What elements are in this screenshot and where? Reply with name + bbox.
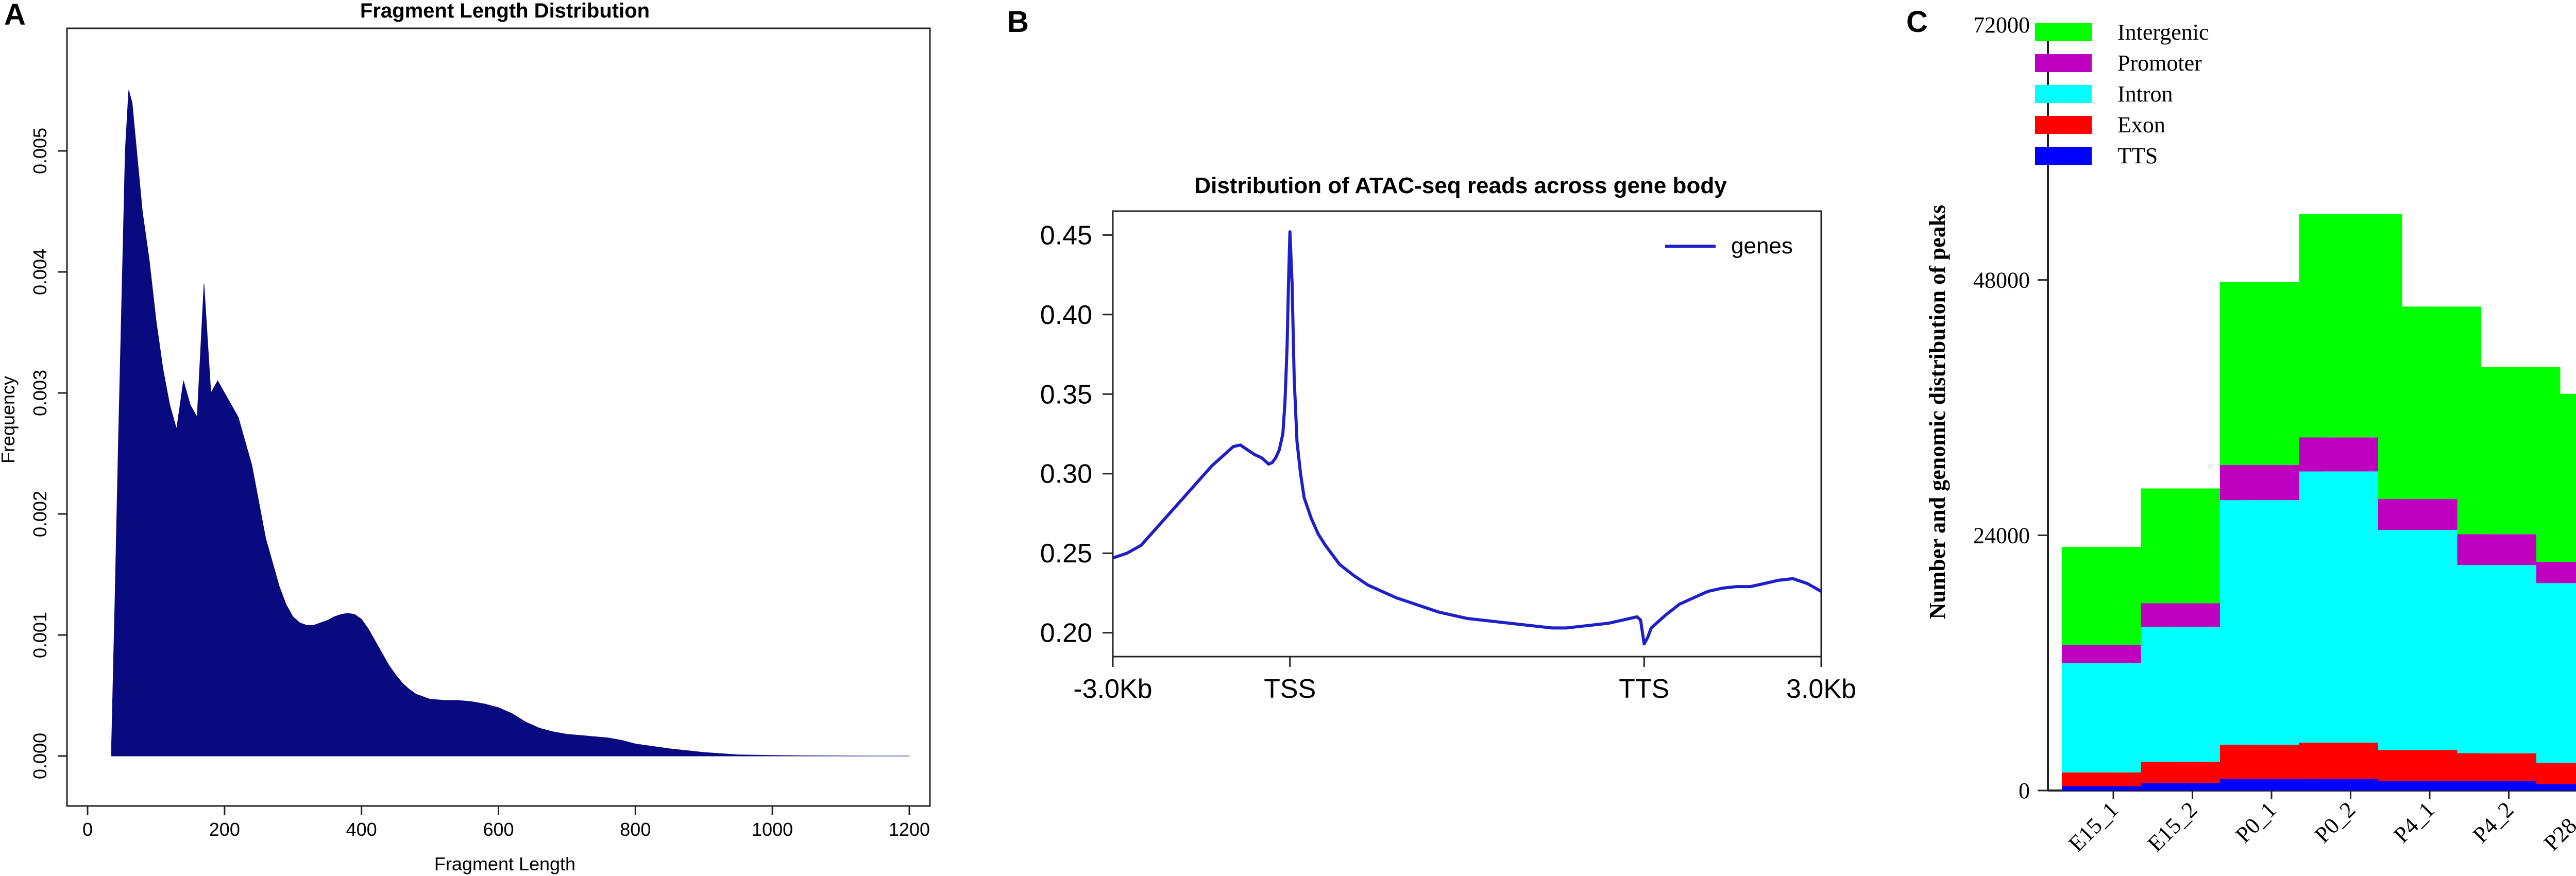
bar-segment-tts [2062,786,2165,791]
chart-b-ytick-label: 0.20 [1040,619,1092,648]
chart-a-ytick-label: 0.004 [29,249,50,295]
chart-b-frame [1112,210,1822,658]
chart-c-ylabel: Number and genomic distribution of peaks [1925,205,1950,620]
panel-a-fragment-length-chart: Fragment Length Distribution 0 200 400 600 8… [0,0,931,874]
legend-swatch-intergenic [2035,23,2092,41]
chart-b-ytick-label: 0.45 [1040,220,1092,250]
chart-c-ytick-label: 48000 [1973,268,2030,293]
chart-c-legend: Intergenic Promoter Intron Exon TTS [2035,20,2209,168]
chart-b-xtick-label: 3.0Kb [1786,674,1856,704]
legend-label-exon: Exon [2117,112,2165,138]
bar-segment-tts [2457,781,2561,791]
chart-a-xtick-label: 200 [209,819,240,840]
chart-b-axes: -3.0Kb TSS TTS 3.0Kb 0.20 0.25 0.30 0.35 0.40 0.4… [1040,220,1856,704]
bar-segment-exon [2536,763,2576,784]
chart-c-xtick-label: P0_2 [2310,797,2361,848]
bar-segment-promoter [2536,561,2576,583]
legend-label-genes: genes [1731,233,1793,259]
chart-a-xtick-label: 600 [483,819,514,840]
legend-label-tts: TTS [2117,143,2158,168]
panel-label-a: A [4,0,26,31]
chart-c-ytick-label: 72000 [1973,12,2030,38]
chart-a-xtick-label: 400 [346,819,377,840]
chart-c-xtick-label: P4_1 [2388,797,2439,848]
chart-b-legend: genes [1665,233,1793,259]
legend-label-intergenic: Intergenic [2117,20,2209,45]
chart-a-xtick-label: 0 [82,819,93,840]
chart-c-xtick-label: P4_2 [2468,797,2519,848]
chart-b-xtick-label: TSS [1264,674,1316,704]
chart-a-ylabel: Frequency [0,376,19,463]
panel-label-c: C [1906,5,1928,39]
bar-segment-tts [2378,781,2481,791]
chart-b-plot-area [1112,230,1822,646]
chart-b-ytick-label: 0.30 [1040,459,1092,489]
bar-segment-intron [2536,583,2576,763]
chart-b-ytick-label: 0.40 [1040,300,1092,330]
chart-c-ytick-label: 24000 [1973,523,2030,548]
chart-a-title: Fragment Length Distribution [360,0,650,22]
legend-swatch-promoter [2035,54,2092,72]
chart-c-xtick-label: P28_1 [2539,797,2576,855]
chart-a-ytick-label: 0.001 [29,612,50,658]
chart-b-xtick-label: TTS [1619,674,1669,704]
chart-a-xtick-label: 1000 [752,819,793,840]
legend-swatch-tts [2035,147,2092,165]
chart-c-xtick-label: P0_1 [2230,797,2281,848]
bar-segment-tts [2299,779,2402,791]
panel-c-peak-distribution-chart: E15_1E15_2P0_1P0_2P4_1P4_2P28_1P28_20240… [1925,12,2576,856]
chart-a-ytick-label: 0.005 [29,128,50,174]
bar-segment-tts [2536,784,2576,791]
legend-label-intron: Intron [2117,81,2173,107]
chart-c-xtick-label: E15_1 [2063,797,2123,856]
chart-b-ytick-label: 0.25 [1040,539,1092,569]
bar-segment-intergenic [2536,393,2576,562]
panel-label-b: B [1007,5,1029,39]
chart-a-area [111,90,909,757]
chart-a-ytick-label: 0.003 [29,370,50,416]
chart-b-xtick-label: -3.0Kb [1073,674,1152,704]
chart-a-axes: 0 200 400 600 800 1000 1200 0.000 0.001 0.002 0.00… [29,128,930,840]
chart-b-ytick-label: 0.35 [1040,380,1092,409]
panel-b-gene-body-chart: Distribution of ATAC-seq reads across ge… [1040,173,1856,704]
chart-b-series-line [1112,230,1822,646]
legend-label-promoter: Promoter [2117,50,2202,76]
chart-b-title: Distribution of ATAC-seq reads across ge… [1194,173,1727,198]
chart-c-xtick-label: E15_2 [2143,797,2202,856]
chart-a-xtick-label: 800 [620,819,651,840]
chart-a-xtick-label: 1200 [889,819,930,840]
legend-swatch-exon [2035,116,2092,134]
chart-c-plot-area [2062,214,2576,791]
chart-a-ytick-label: 0.002 [29,491,50,537]
chart-a-plot-area [111,90,909,757]
chart-a-xlabel: Fragment Length [434,853,575,874]
bar-segment-tts [2141,783,2244,791]
bar-segment-tts [2220,779,2323,791]
chart-c-ytick-label: 0 [2019,778,2030,803]
chart-a-ytick-label: 0.000 [29,733,50,779]
legend-swatch-intron [2035,85,2092,103]
